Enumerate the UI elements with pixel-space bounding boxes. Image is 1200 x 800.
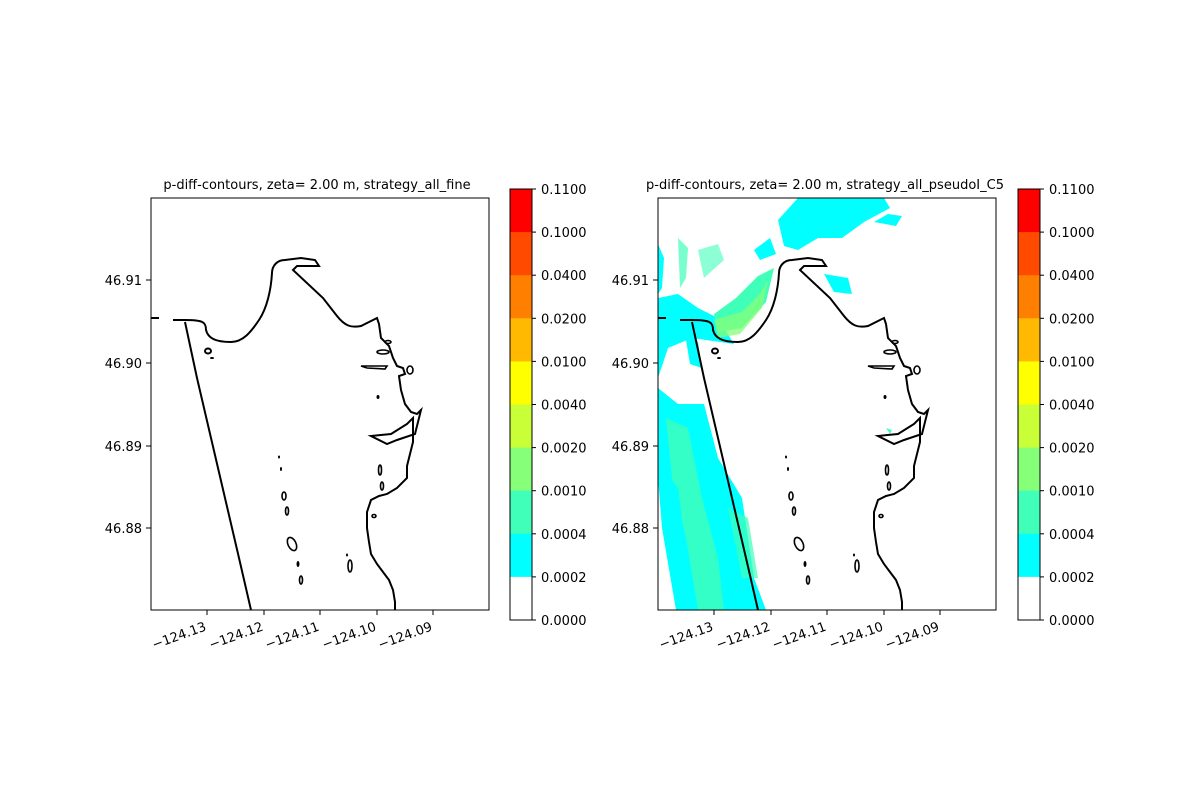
difference-contours: [658, 198, 902, 610]
colorbar-level-label: 0.0020: [541, 442, 587, 457]
colorbar-band: [510, 232, 532, 276]
x-tick-label: −124.10: [827, 620, 885, 653]
colorbar-level-label: 0.1100: [541, 183, 587, 198]
colorbar-level-label: 0.0040: [1049, 399, 1095, 414]
colorbar-band: [1018, 533, 1040, 578]
colorbar-band: [1018, 447, 1040, 492]
colorbar-level-label: 0.1100: [1049, 183, 1095, 198]
x-axis: −124.13 −124.12 −124.11 −124.10 −124.09: [150, 610, 434, 653]
colorbar-level-label: 0.0200: [1049, 312, 1095, 327]
colorbar-band: [510, 361, 532, 405]
map-panel-right: p-diff-contours, zeta= 2.00 m, strategy_…: [612, 178, 1004, 653]
x-tick-label: −124.12: [207, 620, 265, 653]
colorbar-band: [1018, 189, 1040, 233]
colorbar-level-label: 0.0004: [541, 528, 587, 543]
coastline: [151, 257, 422, 610]
colorbar-band: [1018, 318, 1040, 362]
colorbar-labels: 0.1100 0.1000 0.0400 0.0200 0.0100 0.0040 0.00…: [532, 183, 587, 629]
x-tick-label: −124.11: [770, 620, 828, 653]
colorbar-labels: 0.1100 0.1000 0.0400 0.0200 0.0100 0.0040 0.00…: [1040, 183, 1095, 629]
colorbar-band: [1018, 275, 1040, 319]
x-tick-label: −124.13: [657, 620, 715, 653]
colorbar-band: [1018, 361, 1040, 405]
colorbar-level-label: 0.0040: [541, 399, 587, 414]
colorbar-right: 0.1100 0.1000 0.0400 0.0200 0.0100 0.0040 0.00…: [1017, 183, 1095, 629]
colorbar-level-label: 0.0200: [541, 312, 587, 327]
x-axis: −124.13 −124.12 −124.11 −124.10 −124.09: [657, 610, 941, 653]
colorbar-left: 0.1100 0.1000 0.0400 0.0200 0.0100 0.0040 0.00…: [509, 183, 587, 629]
y-tick-label: 46.90: [612, 357, 649, 372]
colorbar-band: [510, 189, 532, 233]
colorbar-band: [510, 533, 532, 578]
colorbar-band: [1018, 576, 1040, 621]
colorbar-band: [1018, 490, 1040, 535]
x-tick-label: −124.12: [714, 620, 772, 653]
colorbar-level-label: 0.0010: [1049, 485, 1095, 500]
colorbar-level-label: 0.0000: [1049, 614, 1095, 629]
colorbar-band: [510, 490, 532, 535]
colorbar-level-label: 0.0100: [541, 355, 587, 370]
colorbar-band: [510, 576, 532, 621]
panel-title: p-diff-contours, zeta= 2.00 m, strategy_…: [163, 178, 470, 193]
colorbar-band: [510, 447, 532, 492]
colorbar-level-label: 0.0400: [541, 269, 587, 284]
colorbar-bands: [510, 189, 532, 621]
colorbar-level-label: 0.0000: [541, 614, 587, 629]
y-tick-label: 46.88: [612, 522, 649, 537]
y-tick-label: 46.90: [105, 357, 142, 372]
colorbar-level-label: 0.0010: [541, 485, 587, 500]
y-tick-label: 46.89: [612, 440, 649, 455]
colorbar-level-label: 0.0002: [541, 571, 587, 586]
colorbar-level-label: 0.0020: [1049, 442, 1095, 457]
x-tick-label: −124.11: [263, 620, 321, 653]
map-axes: [657, 197, 997, 611]
colorbar-bands: [1018, 189, 1040, 621]
y-tick-label: 46.88: [105, 522, 142, 537]
y-tick-label: 46.91: [105, 274, 142, 289]
x-tick-label: −124.13: [150, 620, 208, 653]
panel-title: p-diff-contours, zeta= 2.00 m, strategy_…: [646, 178, 1004, 193]
colorbar-level-label: 0.0100: [1049, 355, 1095, 370]
x-tick-label: −124.09: [883, 620, 941, 653]
x-tick-label: −124.09: [376, 620, 434, 653]
map-axes: [150, 197, 490, 611]
y-tick-label: 46.89: [105, 440, 142, 455]
colorbar-level-label: 0.1000: [541, 226, 587, 241]
colorbar-band: [510, 318, 532, 362]
colorbar-level-label: 0.0002: [1049, 571, 1095, 586]
colorbar-band: [510, 275, 532, 319]
colorbar-band: [1018, 232, 1040, 276]
y-axis: 46.91 46.90 46.89 46.88: [105, 274, 151, 537]
colorbar-level-label: 0.1000: [1049, 226, 1095, 241]
colorbar-level-label: 0.0400: [1049, 269, 1095, 284]
x-tick-label: −124.10: [320, 620, 378, 653]
y-axis: 46.91 46.90 46.89 46.88: [612, 274, 658, 537]
colorbar-level-label: 0.0004: [1049, 528, 1095, 543]
map-panel-left: p-diff-contours, zeta= 2.00 m, strategy_…: [105, 178, 490, 653]
colorbar-band: [1018, 404, 1040, 449]
y-tick-label: 46.91: [612, 274, 649, 289]
colorbar-band: [510, 404, 532, 449]
